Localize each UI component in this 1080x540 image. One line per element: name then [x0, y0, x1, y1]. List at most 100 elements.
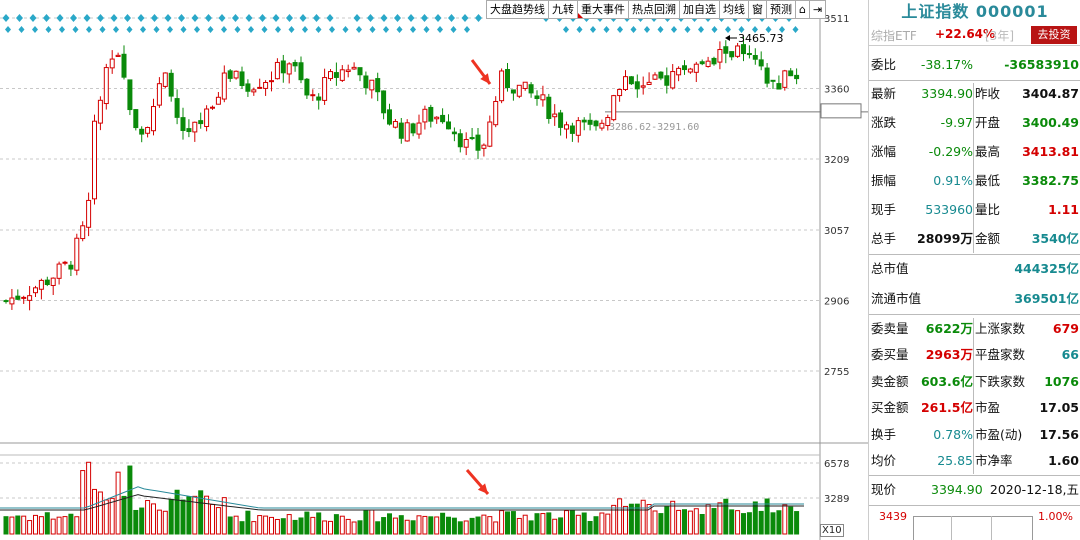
event-diamond-icon	[698, 26, 704, 33]
volume-bar	[198, 490, 204, 535]
volume-bar	[699, 514, 705, 535]
row-label: 总手	[871, 231, 897, 246]
candle-body	[186, 128, 192, 133]
volume-ma-line	[0, 486, 804, 509]
candlestick-chart[interactable]: 3511336033103209305729062755657832893465…	[0, 0, 868, 540]
volume-bar	[351, 521, 357, 535]
candle-body	[564, 124, 569, 130]
row-value-2: 3382.75	[1022, 173, 1079, 188]
candle-body	[97, 99, 103, 124]
candle-body	[770, 79, 776, 82]
row-label: 总市值	[871, 261, 909, 276]
row-value: -38.17%	[920, 57, 973, 72]
candle-body	[80, 225, 86, 240]
tool-add-watchlist[interactable]: 加自选	[680, 0, 720, 19]
volume-bar	[410, 520, 416, 535]
volume-bar	[62, 516, 68, 535]
column-divider	[973, 83, 974, 253]
candle-body	[558, 112, 564, 128]
event-diamond-icon	[353, 14, 361, 22]
high-price-label: 3465.73	[738, 32, 784, 45]
volume-bar	[97, 491, 103, 535]
volume-bar	[510, 511, 516, 535]
event-diamond-icon	[563, 26, 569, 33]
volume-bar	[115, 471, 121, 535]
event-diamond-icon	[29, 14, 37, 22]
event-diamond-icon	[245, 14, 253, 22]
volume-bar	[50, 518, 56, 535]
volume-bar	[363, 509, 369, 535]
volume-bar	[434, 516, 440, 535]
event-diamond-icon	[261, 26, 268, 33]
volume-bar	[593, 516, 599, 535]
mini-chart[interactable]: 3439 1.00%	[869, 508, 1080, 540]
volume-bar	[80, 470, 86, 535]
event-diamond-icon	[59, 26, 65, 33]
candle-body	[339, 69, 345, 81]
volume-bar	[280, 518, 286, 535]
volume-bar	[127, 465, 133, 535]
current-price-row: 现价 3394.90 2020-12-18,五	[869, 479, 1080, 501]
candle-body	[257, 86, 263, 89]
candle-body	[56, 263, 62, 279]
etf-name[interactable]: 综指ETF	[871, 29, 917, 43]
candle-body	[398, 122, 404, 139]
row-value: 444325亿	[1014, 261, 1079, 276]
event-diamond-icon	[259, 14, 266, 22]
candle-body	[139, 128, 145, 135]
volume-bar	[121, 495, 127, 535]
row-label: 换手	[871, 427, 897, 442]
tool-nine-turn[interactable]: 九转	[549, 0, 578, 19]
tool-forecast[interactable]: 预测	[767, 0, 796, 19]
event-diamond-icon	[113, 26, 119, 33]
candle-body	[381, 90, 387, 114]
volume-bar	[21, 515, 27, 535]
volume-bar	[623, 505, 628, 535]
volume-bar	[251, 521, 257, 535]
volume-bar	[33, 514, 38, 535]
home-icon[interactable]: ⌂	[796, 0, 810, 19]
candle-body	[776, 83, 782, 90]
tool-moving-average[interactable]: 均线	[720, 0, 749, 19]
tool-major-events[interactable]: 重大事件	[578, 0, 629, 19]
volume-bar	[133, 509, 139, 535]
event-diamond-icon	[272, 14, 280, 22]
candle-body	[540, 94, 546, 101]
row-label-2: 量比	[975, 202, 1001, 217]
event-diamond-icon	[234, 26, 241, 33]
event-diamond-icon	[191, 14, 199, 22]
event-diamond-icon	[421, 14, 428, 22]
candle-body	[233, 70, 239, 79]
volume-bar	[617, 498, 623, 535]
event-diamond-icon	[126, 26, 133, 33]
event-diamond-icon	[684, 26, 691, 33]
tool-window[interactable]: 窗	[749, 0, 767, 19]
divider	[869, 505, 1080, 506]
invest-button[interactable]: 去投资	[1031, 26, 1077, 44]
volume-bar	[316, 512, 322, 535]
candle-body	[451, 131, 457, 135]
volume-scale-badge[interactable]: X10	[820, 524, 844, 537]
volume-bar	[581, 512, 587, 535]
row-label-2: 金额	[975, 231, 1001, 246]
candle-body	[274, 61, 280, 80]
chart-toolbar: 大盘趋势线 九转 重大事件 热点回溯 加自选 均线 窗 预测 ⌂ ⇥	[486, 0, 827, 19]
kline-chart-area[interactable]: 3511336033103209305729062755657832893465…	[0, 0, 868, 540]
tool-hotspot-review[interactable]: 热点回溯	[629, 0, 680, 19]
volume-bar	[156, 509, 162, 535]
volume-bar	[245, 510, 251, 535]
row-label: 买金额	[871, 400, 909, 415]
candle-body	[640, 85, 646, 88]
volume-bar	[599, 512, 605, 535]
event-diamond-icon	[461, 14, 469, 22]
candle-body	[68, 264, 74, 270]
candle-body	[510, 89, 516, 94]
event-diamond-icon	[178, 14, 185, 22]
candle-body	[38, 279, 44, 290]
event-diamond-icon	[356, 26, 362, 33]
event-diamond-icon	[464, 26, 470, 33]
row-value: -0.29%	[928, 144, 973, 159]
collapse-panel-icon[interactable]: ⇥	[809, 0, 827, 19]
event-diamond-icon	[752, 26, 758, 33]
tool-trend-line[interactable]: 大盘趋势线	[486, 0, 549, 19]
